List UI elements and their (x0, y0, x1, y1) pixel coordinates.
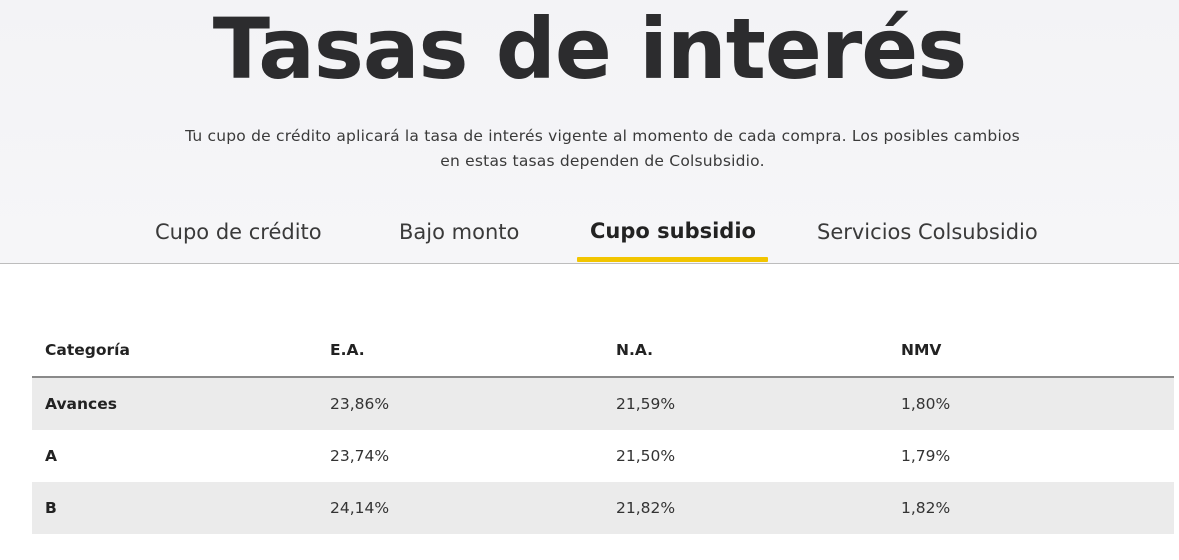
tab-cupo-de-credito[interactable]: Cupo de crédito (155, 220, 322, 244)
ea-cell: 23,74% (330, 447, 390, 465)
na-cell: 21,59% (616, 395, 676, 413)
tab-servicios-colsubsidio[interactable]: Servicios Colsubsidio (817, 220, 1038, 244)
table-row: B 24,14% 21,82% 1,82% (32, 482, 1174, 534)
column-header-na: N.A. (616, 340, 654, 359)
table-header: Categoría E.A. N.A. NMV (32, 325, 1174, 378)
table-row: Avances 23,86% 21,59% 1,80% (32, 378, 1174, 430)
nmv-cell: 1,80% (901, 395, 951, 413)
column-header-nmv: NMV (901, 340, 942, 359)
tab-bajo-monto[interactable]: Bajo monto (399, 220, 520, 244)
active-tab-indicator (577, 257, 768, 262)
column-header-categoria: Categoría (45, 340, 130, 359)
na-cell: 21,50% (616, 447, 676, 465)
column-header-ea: E.A. (330, 340, 365, 359)
tab-cupo-subsidio[interactable]: Cupo subsidio (590, 219, 756, 243)
category-cell: B (45, 499, 57, 517)
table-row: A 23,74% 21,50% 1,79% (32, 430, 1174, 482)
category-cell: A (45, 447, 57, 465)
ea-cell: 24,14% (330, 499, 390, 517)
nmv-cell: 1,79% (901, 447, 951, 465)
nmv-cell: 1,82% (901, 499, 951, 517)
ea-cell: 23,86% (330, 395, 390, 413)
na-cell: 21,82% (616, 499, 676, 517)
rate-tabs: Cupo de crédito Bajo monto Cupo subsidio… (0, 210, 1179, 264)
hero-section: Tasas de interés Tu cupo de crédito apli… (0, 0, 1179, 264)
category-cell: Avances (45, 395, 117, 413)
page-description: Tu cupo de crédito aplicará la tasa de i… (185, 127, 1020, 170)
rates-table: Categoría E.A. N.A. NMV Avances 23,86% 2… (32, 325, 1174, 534)
page-title: Tasas de interés (212, 0, 968, 98)
